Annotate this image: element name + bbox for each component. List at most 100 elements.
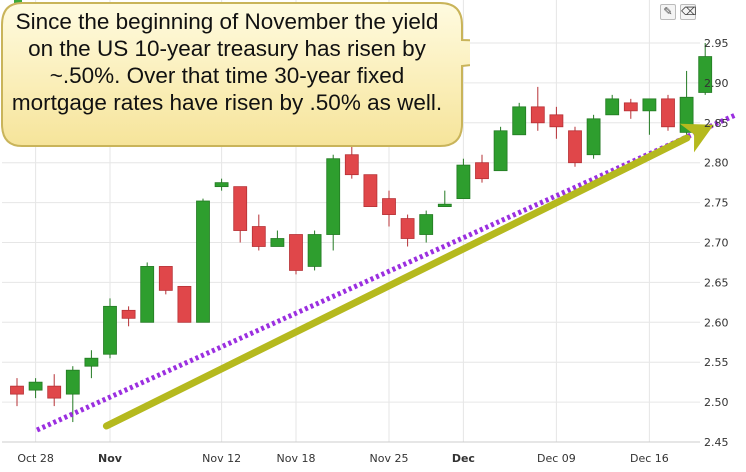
candle bbox=[326, 154, 341, 251]
candle-body bbox=[679, 96, 694, 133]
candle bbox=[623, 98, 638, 119]
candle-body bbox=[568, 130, 582, 164]
trend-arrow-head bbox=[679, 123, 714, 153]
pencil-icon[interactable]: ✎ bbox=[660, 4, 676, 20]
candle bbox=[307, 230, 322, 271]
candle-body bbox=[493, 130, 508, 172]
x-tick-label: Nov 12 bbox=[202, 452, 241, 465]
trend-arrow-shaft bbox=[102, 134, 691, 430]
candles bbox=[10, 43, 713, 423]
candle-body bbox=[344, 154, 359, 176]
candle bbox=[84, 350, 99, 379]
candle-body bbox=[326, 158, 341, 235]
candle-body bbox=[549, 114, 564, 128]
y-tick-label: 2.50 bbox=[704, 396, 729, 409]
candle bbox=[363, 174, 378, 207]
candle-body bbox=[382, 198, 396, 215]
candle bbox=[400, 214, 415, 247]
candle bbox=[103, 298, 117, 359]
candle-body bbox=[233, 186, 248, 231]
candle-body bbox=[84, 357, 99, 367]
candle bbox=[512, 102, 527, 136]
dotted-trendline bbox=[35, 112, 737, 433]
candle bbox=[679, 70, 694, 135]
candle-body bbox=[47, 385, 62, 399]
candle bbox=[270, 230, 285, 247]
candle bbox=[568, 126, 582, 167]
candle-body bbox=[530, 106, 545, 124]
candle bbox=[344, 146, 359, 179]
candle-body bbox=[512, 106, 527, 136]
candle-body bbox=[251, 226, 266, 247]
candle-body bbox=[419, 214, 434, 235]
x-tick-label: Oct 28 bbox=[17, 452, 54, 465]
candle bbox=[605, 94, 620, 116]
x-tick-label: Nov 25 bbox=[370, 452, 409, 465]
candle-body bbox=[103, 305, 117, 355]
candle-body bbox=[289, 234, 303, 271]
chart-toolbar: ✎ ⌫ bbox=[660, 4, 697, 20]
candle-body bbox=[270, 238, 285, 247]
candle-body bbox=[140, 266, 155, 323]
y-tick-label: 2.80 bbox=[704, 157, 729, 170]
candle bbox=[475, 154, 489, 183]
x-tick-label: Dec 16 bbox=[630, 452, 669, 465]
candle-body bbox=[475, 162, 489, 180]
y-tick-label: 2.90 bbox=[704, 77, 729, 90]
candle-body bbox=[158, 266, 173, 291]
candle bbox=[661, 94, 675, 131]
y-tick-label: 2.95 bbox=[704, 37, 729, 50]
candle bbox=[289, 234, 303, 275]
candle-body bbox=[642, 98, 657, 112]
candle bbox=[493, 126, 508, 172]
x-tick-label: Dec 09 bbox=[537, 452, 576, 465]
x-axis-ticks: Oct 28 Nov Nov 12 Nov 18 Nov 25 Dec Dec 09 Dec … bbox=[17, 452, 668, 465]
candle-body bbox=[363, 174, 378, 207]
candle bbox=[233, 186, 248, 243]
candle bbox=[140, 262, 155, 323]
candle bbox=[549, 106, 564, 139]
candle bbox=[419, 210, 434, 243]
candle-body bbox=[196, 200, 210, 323]
annotations bbox=[35, 112, 737, 433]
candle-body bbox=[28, 381, 43, 391]
y-tick-label: 2.45 bbox=[704, 436, 729, 449]
candle bbox=[10, 378, 24, 407]
candle-body bbox=[10, 385, 24, 395]
candle-body bbox=[623, 102, 638, 112]
candle-body bbox=[400, 218, 415, 239]
candle-body bbox=[214, 182, 229, 188]
candle bbox=[65, 366, 80, 423]
y-tick-label: 2.70 bbox=[704, 237, 729, 250]
candle bbox=[158, 266, 173, 295]
y-tick-label: 2.55 bbox=[704, 356, 729, 369]
candle bbox=[28, 378, 43, 399]
candle bbox=[121, 306, 136, 327]
candle bbox=[177, 285, 192, 323]
candle bbox=[698, 43, 713, 95]
candle-body bbox=[177, 285, 192, 323]
candle-body bbox=[307, 234, 322, 267]
series-color-chip bbox=[14, 0, 22, 3]
candle bbox=[642, 98, 657, 135]
y-axis-ticks: 2.45 2.50 2.55 2.60 2.65 2.70 2.75 2.80 2.85 2.90… bbox=[704, 37, 729, 449]
candle bbox=[382, 190, 396, 227]
candle bbox=[530, 86, 545, 131]
x-tick-label: Nov 18 bbox=[277, 452, 316, 465]
candle-body bbox=[65, 369, 80, 395]
x-tick-label: Nov bbox=[98, 452, 123, 465]
candle-body bbox=[586, 118, 601, 156]
y-tick-label: 2.75 bbox=[704, 197, 729, 210]
candle-body bbox=[456, 164, 471, 200]
candle bbox=[196, 198, 210, 323]
candle bbox=[586, 114, 601, 159]
candle bbox=[251, 214, 266, 251]
y-tick-label: 2.60 bbox=[704, 316, 729, 329]
candle-body bbox=[121, 309, 136, 319]
eraser-icon[interactable]: ⌫ bbox=[680, 4, 697, 20]
candle-body bbox=[437, 203, 452, 207]
candle-body bbox=[698, 56, 713, 93]
callout-text: Since the beginning of November the yiel… bbox=[11, 9, 443, 115]
y-tick-label: 2.65 bbox=[704, 276, 729, 289]
